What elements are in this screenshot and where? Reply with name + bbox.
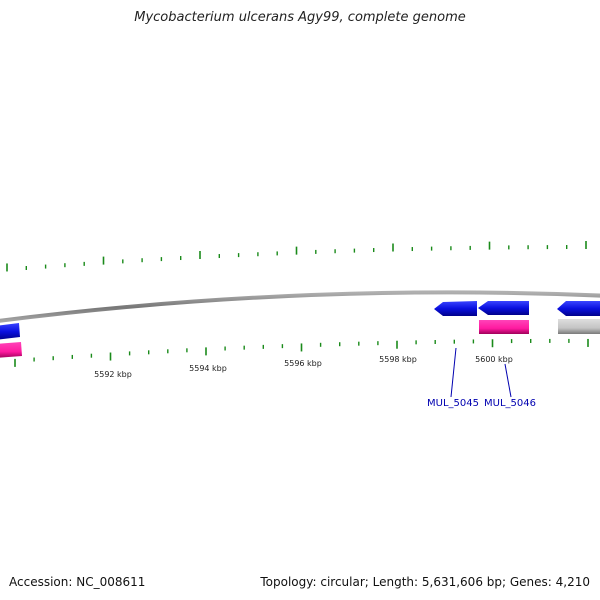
- gene-label-mul-5046[interactable]: MUL_5046: [484, 398, 536, 409]
- scale-label-5594: 5594 kbp: [189, 364, 227, 373]
- arrow-left-shape: [478, 301, 529, 315]
- rna-block: [479, 320, 529, 334]
- leader-line-mul-5046: [504, 363, 512, 398]
- feature-left-rna[interactable]: [0, 342, 22, 358]
- gene-mul-5045[interactable]: [434, 301, 477, 316]
- feature-left-cds[interactable]: [0, 323, 20, 340]
- arrow-left-shape: [557, 301, 600, 316]
- leader-line-mul-5045: [450, 347, 457, 398]
- scale-labels: 5592 kbp 5594 kbp 5596 kbp 5598 kbp 5600…: [94, 355, 513, 379]
- rna-block: [0, 342, 22, 358]
- genome-backbone: [0, 290, 600, 323]
- inner-tick-marks: [14, 338, 589, 367]
- gene-label-mul-5045[interactable]: MUL_5045: [427, 398, 479, 409]
- map-title: Mycobacterium ulcerans Agy99, complete g…: [134, 10, 466, 25]
- outer-tick-marks: [6, 240, 587, 272]
- arrow-left-shape: [0, 323, 20, 340]
- gene-right-cds[interactable]: [557, 301, 600, 316]
- scale-label-5592: 5592 kbp: [94, 370, 132, 379]
- scale-label-5598: 5598 kbp: [379, 355, 417, 364]
- feature-rna-block[interactable]: [479, 320, 529, 334]
- genome-summary: Topology: circular; Length: 5,631,606 bp…: [260, 575, 590, 589]
- scale-label-5596: 5596 kbp: [284, 359, 322, 368]
- scale-label-5600: 5600 kbp: [475, 355, 513, 364]
- accession-label: Accession: NC_008611: [9, 575, 146, 589]
- feature-grey-block[interactable]: [558, 319, 600, 334]
- gene-mul-5046[interactable]: [478, 301, 529, 315]
- other-feature-block: [558, 319, 600, 334]
- arrow-left-shape: [434, 301, 477, 316]
